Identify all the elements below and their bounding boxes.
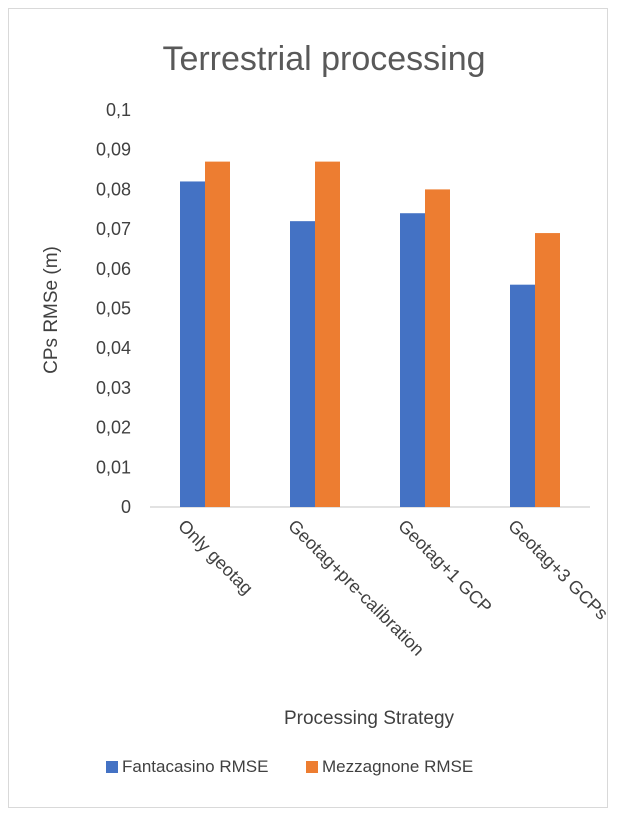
y-tick-label: 0,02 (96, 418, 131, 438)
y-tick-label: 0 (121, 497, 131, 517)
bar (400, 213, 425, 507)
legend-swatch (306, 761, 318, 773)
y-tick-label: 0,08 (96, 179, 131, 199)
chart-title: Terrestrial processing (162, 40, 485, 78)
bars (180, 161, 560, 508)
x-tick-label: Only geotag (174, 516, 257, 599)
bar (535, 233, 560, 507)
legend-label: Fantacasino RMSE (122, 757, 268, 776)
bar (290, 221, 315, 507)
bar (180, 181, 205, 507)
legend: Fantacasino RMSE Mezzagnone RMSE (106, 757, 473, 776)
y-axis-title: CPs RMSe (m) (41, 246, 62, 374)
y-tick-label: 0,07 (96, 219, 131, 239)
x-tick-label: Geotag+3 GCPs (504, 516, 612, 624)
y-axis-ticks: 0 0,01 0,02 0,03 0,04 0,05 0,06 0,07 0,08 0,09 0,1 (96, 100, 131, 517)
x-tick-label: Geotag+1 GCP (394, 516, 496, 618)
y-tick-label: 0,01 (96, 457, 131, 477)
y-tick-label: 0,1 (106, 100, 131, 120)
bar (425, 189, 450, 507)
y-tick-label: 0,06 (96, 259, 131, 279)
y-tick-label: 0,05 (96, 299, 131, 319)
legend-swatch (106, 761, 118, 773)
legend-label: Mezzagnone RMSE (322, 757, 473, 776)
y-tick-label: 0,03 (96, 378, 131, 398)
x-axis-title: Processing Strategy (284, 708, 455, 729)
bar (510, 284, 535, 507)
y-tick-label: 0,04 (96, 338, 131, 358)
bar (315, 161, 340, 508)
x-axis-ticks: Only geotag Geotag+pre-calibrationGeotag+… (174, 516, 612, 660)
bar (205, 161, 230, 508)
y-tick-label: 0,09 (96, 140, 131, 160)
